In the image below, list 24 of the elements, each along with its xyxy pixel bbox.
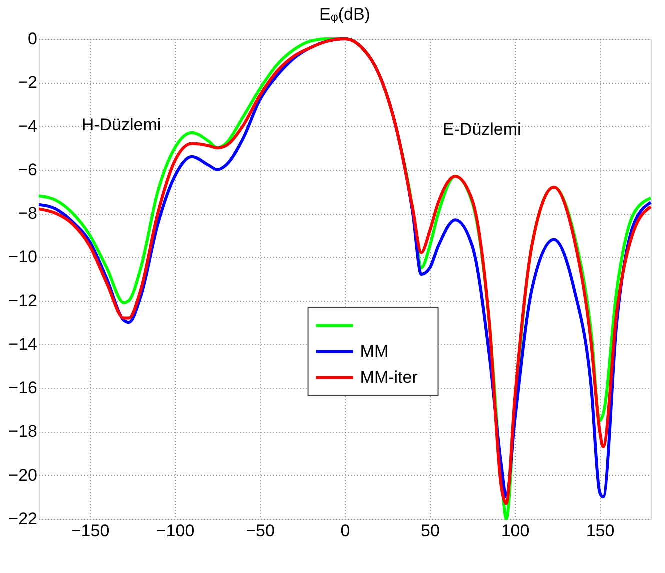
y-tick-label: −20	[8, 466, 38, 485]
y-tick-label: −4	[18, 116, 38, 136]
x-tick-label: 0	[340, 522, 350, 540]
annotation: E-Düzlemi	[442, 120, 522, 140]
x-tick-label: 50	[421, 522, 440, 540]
y-tick-label: −18	[8, 422, 38, 442]
y-tick-label: −8	[18, 204, 38, 224]
y-tick-label: −6	[18, 160, 38, 180]
x-tick-label: 100	[501, 522, 530, 540]
y-tick-label: −12	[8, 291, 38, 310]
y-tick-label: −2	[18, 73, 38, 92]
legend-label: MM-iter	[360, 368, 418, 387]
y-tick-label: −16	[8, 378, 38, 398]
legend-label: MM	[360, 342, 389, 361]
chart-title: Eᵩ(dB)	[320, 5, 370, 24]
y-tick-label: −14	[8, 334, 38, 354]
x-tick-label: −150	[71, 522, 110, 540]
x-tick-label: −50	[246, 522, 275, 540]
annotation: H-Düzlemi	[82, 115, 162, 134]
y-tick-label: 0	[28, 30, 38, 48]
x-tick-label: −100	[156, 522, 195, 540]
y-tick-label: −10	[8, 248, 38, 267]
y-tick-label: −22	[8, 510, 38, 528]
x-tick-label: 150	[586, 522, 615, 540]
